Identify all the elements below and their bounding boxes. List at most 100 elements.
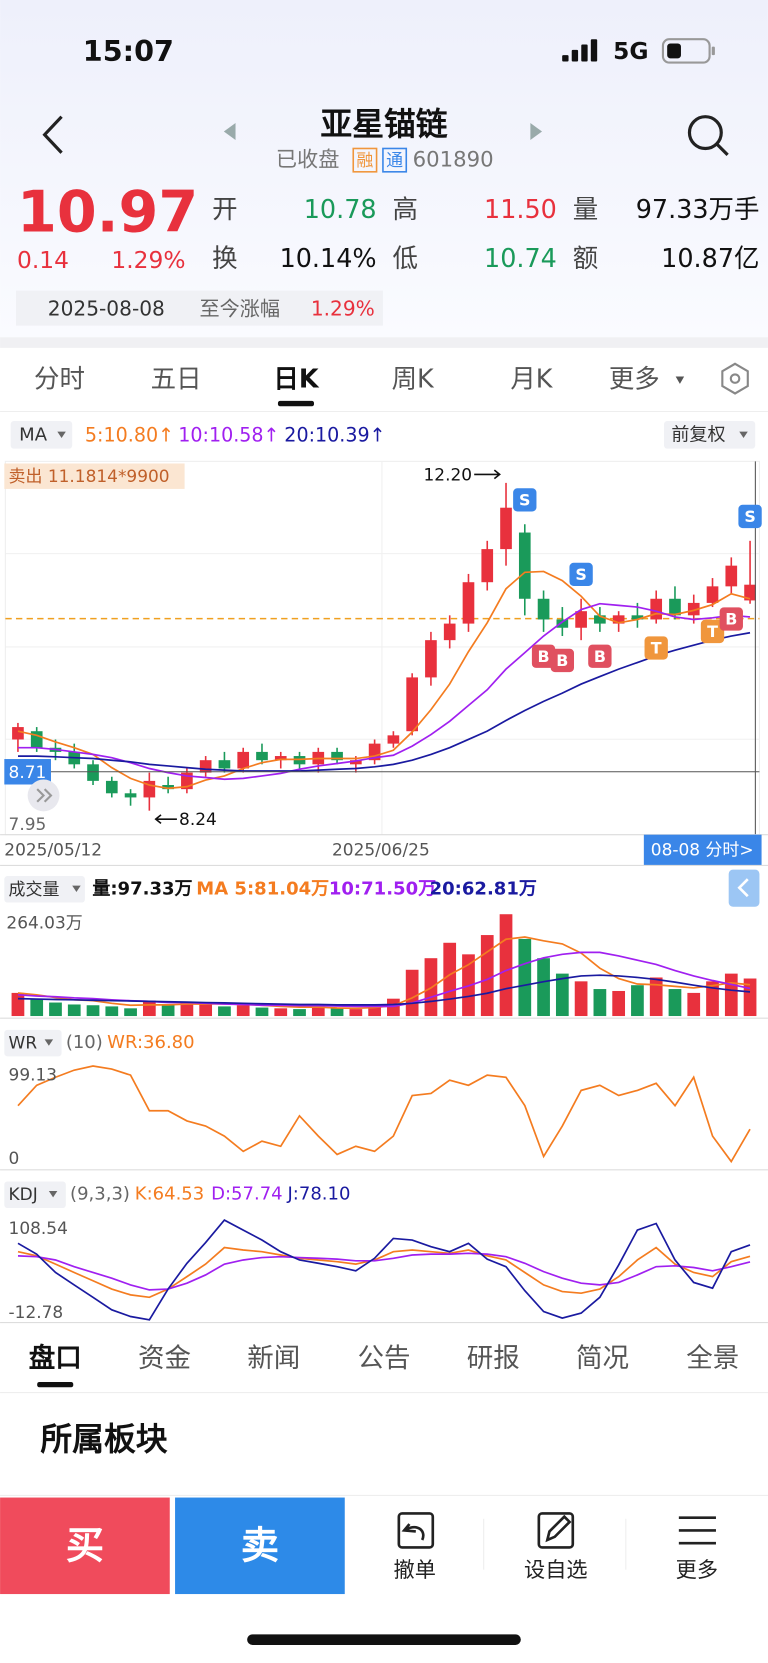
info-tab[interactable]: 全景: [686, 1343, 739, 1374]
candle-body: [575, 611, 587, 628]
more-icon: [678, 1516, 716, 1545]
prev-stock[interactable]: [223, 123, 236, 140]
signal-badge: [738, 504, 762, 529]
max-arrow: [474, 469, 501, 480]
signal-label: B: [725, 610, 737, 629]
sell-button[interactable]: [175, 1497, 345, 1595]
period-tab[interactable]: 分时: [34, 365, 85, 395]
candle-body: [650, 598, 663, 620]
signal-badge: [644, 636, 668, 660]
kdj-selector[interactable]: [4, 1181, 66, 1209]
field-value: 97.33万手: [636, 195, 760, 225]
wr-selector[interactable]: [4, 1029, 62, 1057]
y-tick-label: 264.03万: [6, 913, 82, 933]
indicator-line: [17, 631, 751, 772]
period-tab[interactable]: 日K: [273, 365, 319, 395]
collapse-button[interactable]: [728, 869, 760, 907]
candle-body: [387, 735, 400, 744]
field-label: 换: [212, 244, 237, 274]
wr-selector-label: WR: [9, 1033, 38, 1053]
stock-code: 601890: [413, 148, 494, 173]
tab-underline: [37, 1381, 74, 1388]
price-change: 0.14: [17, 246, 69, 274]
candle-body: [481, 549, 494, 583]
intraday-label: 08-08 分时>: [651, 840, 754, 860]
volume-bar: [11, 992, 25, 1017]
kdj-selector-label: KDJ: [9, 1184, 38, 1204]
signal-label: T: [707, 622, 718, 641]
caret: [739, 431, 748, 439]
candle-body: [124, 793, 137, 798]
adjust-selector[interactable]: [663, 421, 756, 449]
settings-icon[interactable]: [721, 362, 749, 395]
action-label[interactable]: 更多: [676, 1558, 718, 1583]
buy-button[interactable]: [0, 1497, 170, 1595]
y-tick-label: -12.78: [9, 1302, 64, 1322]
watchlist-icon: [537, 1512, 575, 1549]
intraday-button[interactable]: [643, 834, 762, 866]
volume-bar: [724, 973, 738, 1017]
field-label: 额: [573, 244, 598, 274]
candle-body: [687, 602, 700, 616]
period-tab[interactable]: 更多: [609, 365, 660, 395]
volume-bar: [443, 942, 457, 1017]
signal-badge: [531, 644, 556, 668]
candle-body: [631, 615, 644, 620]
period-tab[interactable]: 周K: [392, 365, 435, 395]
signal-badge: [550, 648, 575, 673]
search-button[interactable]: [687, 115, 729, 156]
y-tick-label: 0: [9, 1148, 20, 1168]
volume-bar: [612, 990, 626, 1017]
field-value: 10.74: [484, 244, 557, 274]
volume-bar: [30, 998, 44, 1017]
price-change-pct: 1.29%: [111, 246, 185, 274]
indicator-line: [17, 602, 751, 781]
indicator-legend: WR:36.80: [107, 1032, 194, 1053]
tag-box: [352, 147, 378, 173]
candle-body: [406, 677, 418, 732]
x-label: 2025/06/25: [332, 840, 430, 860]
info-tab[interactable]: 资金: [138, 1343, 191, 1374]
candle-body: [518, 532, 531, 599]
volume-selector[interactable]: [4, 876, 85, 903]
period-tab[interactable]: 月K: [510, 365, 553, 395]
action-label[interactable]: 撤单: [394, 1558, 436, 1583]
info-tab[interactable]: 研报: [467, 1343, 520, 1374]
signal-label: S: [519, 490, 530, 509]
indicator-line: [17, 570, 751, 790]
volume-bar: [706, 981, 719, 1017]
info-tab[interactable]: 新闻: [247, 1343, 300, 1374]
candle-body: [181, 772, 193, 790]
candle-body: [462, 582, 475, 624]
candle-body: [237, 751, 250, 769]
volume-chart: 264.03万: [6, 913, 757, 1017]
volume-bar: [124, 1008, 137, 1017]
signal-label: S: [744, 507, 755, 526]
volume-bar: [480, 935, 494, 1017]
ma-selector[interactable]: [10, 421, 73, 449]
candle-body: [274, 756, 287, 761]
indicator-line: [17, 974, 751, 1006]
indicator-legend: K:64.53: [135, 1184, 204, 1205]
indicator-legend: D:57.74: [211, 1184, 283, 1205]
action-label[interactable]: 设自选: [524, 1558, 588, 1583]
volume-legend: 20:62.81万: [430, 878, 537, 899]
volume-bar: [368, 1004, 381, 1017]
next-stock[interactable]: [530, 123, 543, 140]
home-indicator: [247, 1634, 521, 1645]
field-label: 低: [392, 244, 417, 274]
volume-bar: [537, 958, 550, 1017]
candle-body: [669, 598, 681, 616]
volume-bar: [555, 973, 569, 1017]
info-tab[interactable]: 盘口: [29, 1343, 82, 1374]
candle-body: [162, 785, 174, 790]
field-value: 10.87亿: [661, 244, 759, 274]
info-tab[interactable]: 简况: [576, 1343, 629, 1374]
info-tab[interactable]: 公告: [358, 1343, 411, 1374]
date-bar: [15, 290, 383, 326]
date-value: 1.29%: [311, 297, 375, 321]
crosshair-label: 8.71: [9, 762, 47, 782]
back-button[interactable]: [42, 115, 63, 154]
period-tab[interactable]: 五日: [151, 365, 202, 395]
